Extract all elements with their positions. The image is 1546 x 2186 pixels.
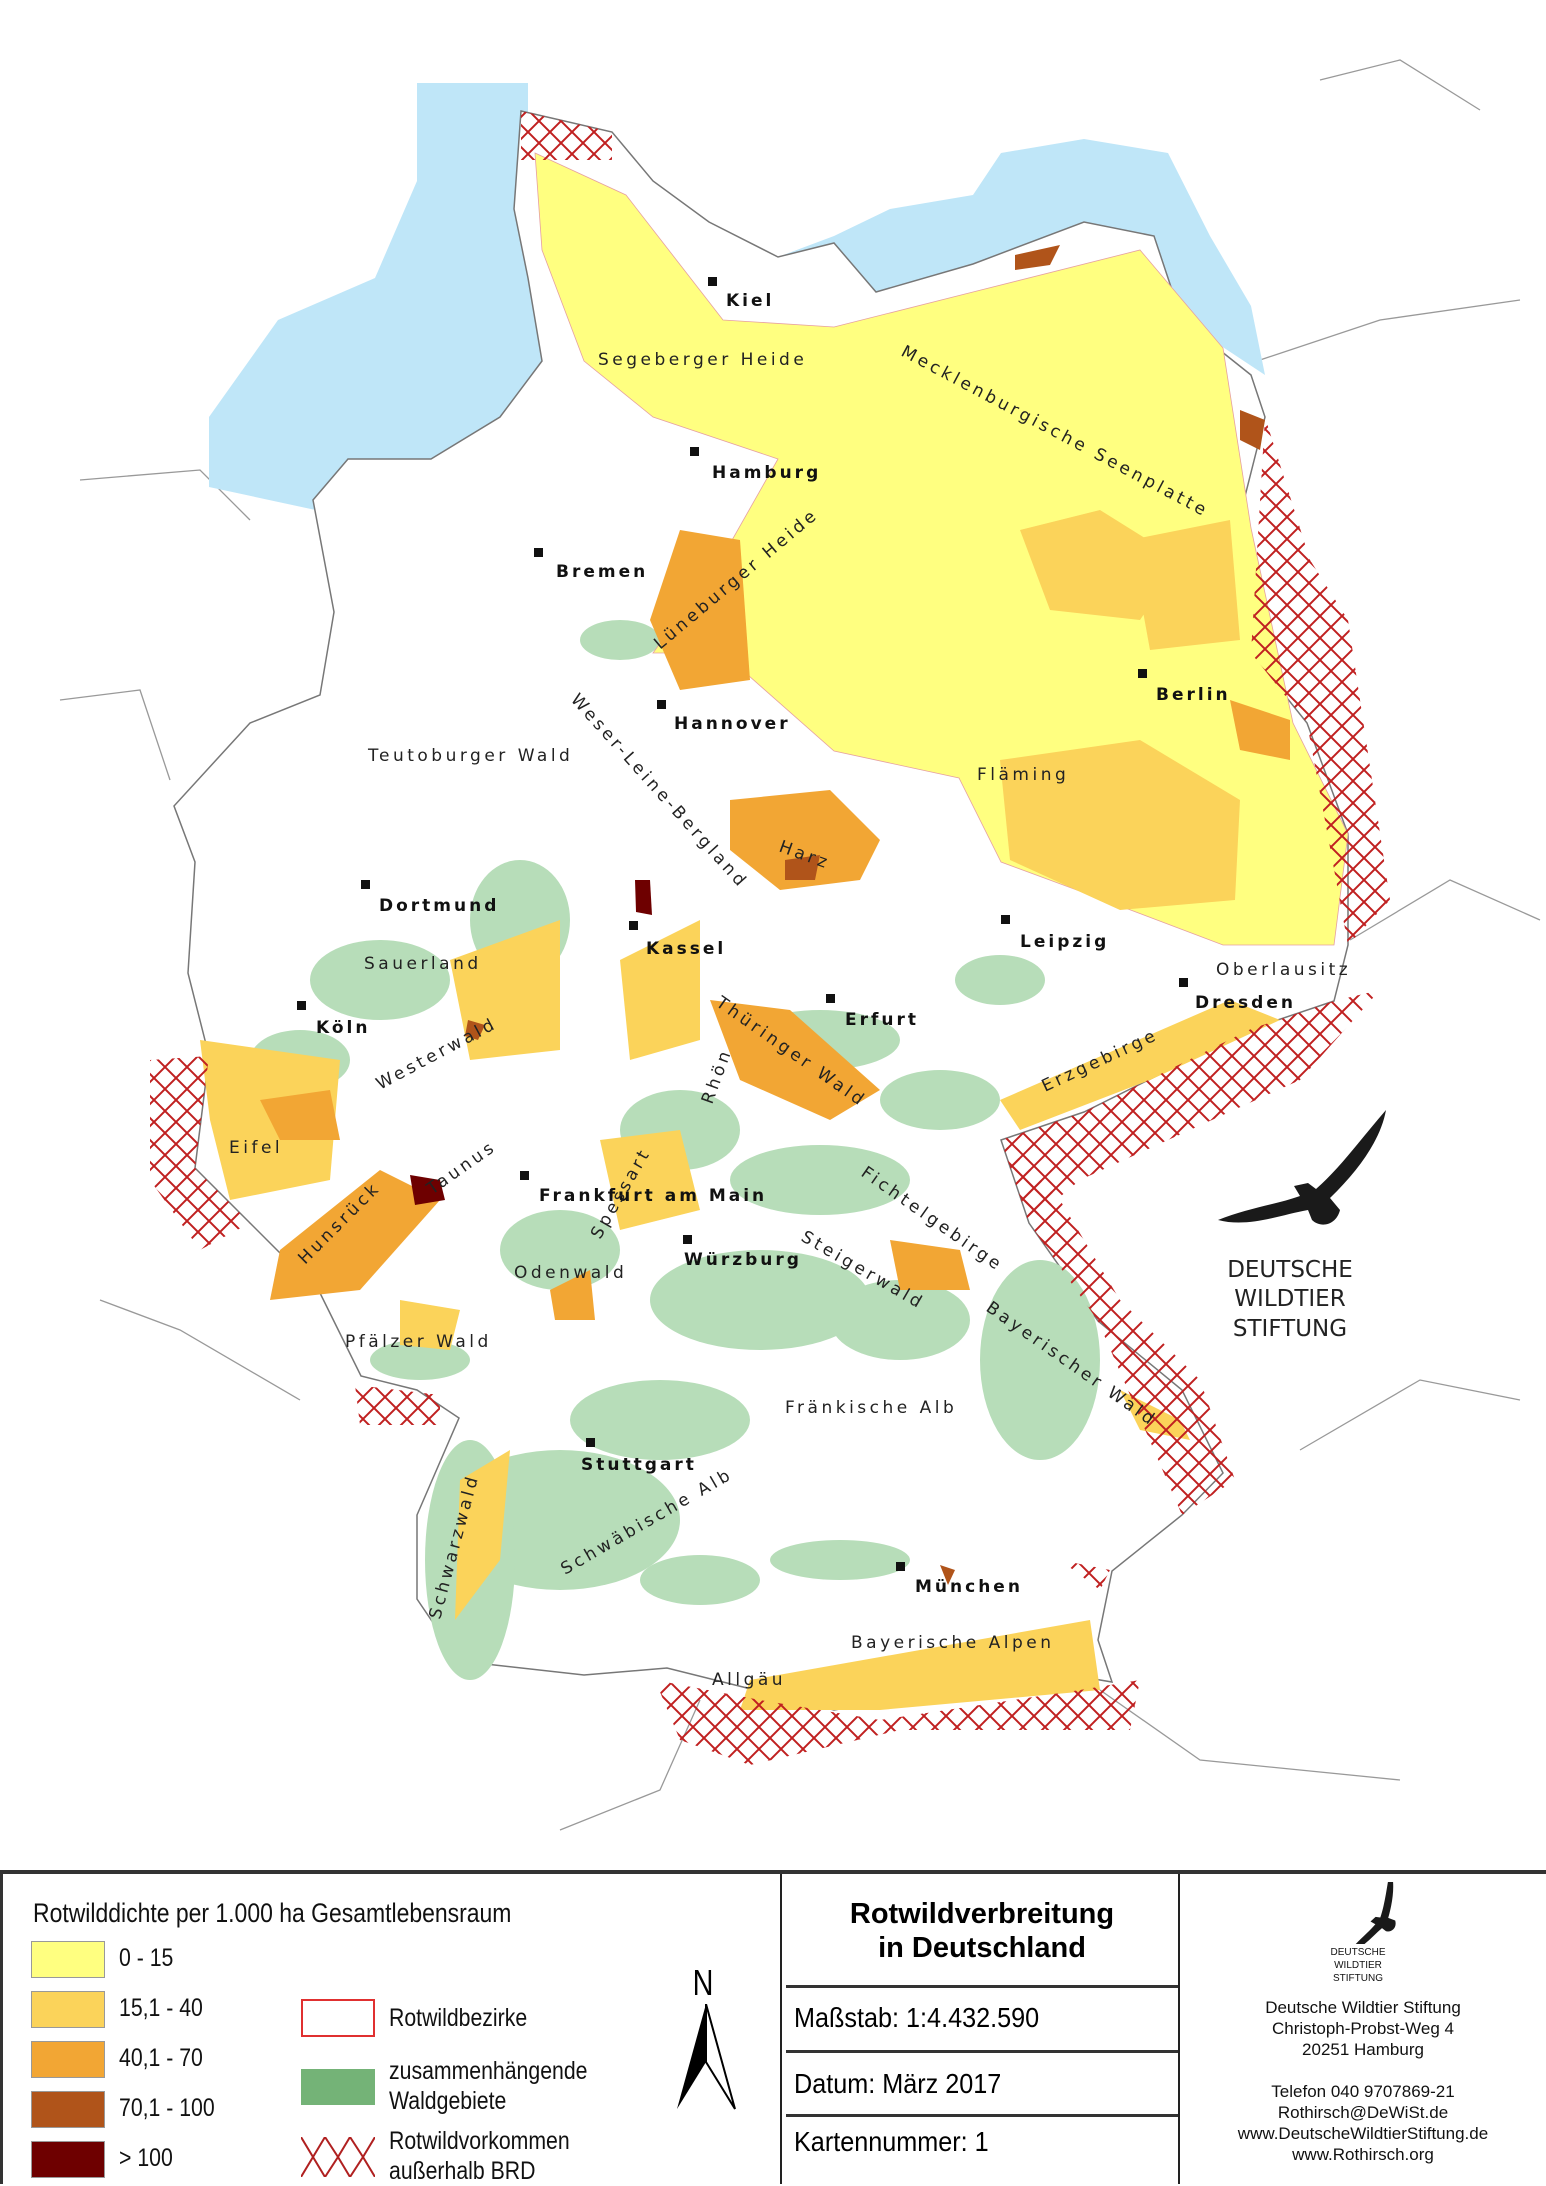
city-label-frankfurt: Frankfurt am Main [539,1186,767,1206]
city-label-dresden: Dresden [1195,993,1296,1013]
density-areas-70-100 [465,245,1265,1585]
title-block: Rotwildverbreitung in Deutschland Maßsta… [780,1874,1180,2184]
swatch-70-100 [31,2091,105,2128]
city-label-kassel: Kassel [646,939,726,959]
north-label: N [692,1962,714,2003]
city-label-erfurt: Erfurt [845,1010,919,1030]
map: Kiel Hamburg Bremen Hannover Berlin Dort… [59,59,1541,1831]
publisher-website[interactable]: www.Rothirsch.org [1292,2145,1434,2164]
city-label-koeln: Köln [316,1018,370,1038]
districts-label: Rotwildbezirke [389,2004,528,2032]
density-areas-gt-100 [410,880,652,1205]
publisher-email[interactable]: Rothirsch@DeWiSt.de [1277,2103,1449,2122]
neighbor-borders [59,59,1541,1831]
forest-swatch [301,2069,375,2105]
logo-text-line: STIFTUNG [1233,1316,1347,1342]
region-label: Allgäu [712,1670,786,1690]
city-label-dortmund: Dortmund [379,896,499,916]
region-label: Segeberger Heide [598,350,807,370]
forest-label: zusammenhängende [389,2057,588,2085]
swatch-gt-100 [31,2141,105,2178]
legend-class-label: 40,1 - 70 [119,2044,203,2072]
hatch-swatch [301,2137,375,2177]
region-label: Fränkische Alb [785,1398,957,1418]
city-markers [297,277,1188,1571]
publisher-website[interactable]: www.DeutscheWildtierStiftung.de [1237,2124,1489,2143]
eagle-logo-icon [1218,1110,1386,1225]
forest-label: Waldgebiete [389,2087,507,2115]
legend-class-label: 15,1 - 40 [119,1994,203,2022]
legend-class-label: 0 - 15 [119,1944,174,1972]
outside-label: Rotwildvorkommen [389,2127,570,2155]
publisher-name: Deutsche Wildtier Stiftung [1265,1998,1461,2017]
north-sea [209,83,542,514]
region-label: Oberlausitz [1216,960,1351,980]
publisher-phone: Telefon 040 9707869-21 [1271,2082,1455,2101]
region-label: Odenwald [514,1263,627,1283]
swatch-0-15 [31,1941,105,1978]
divider [786,2050,1178,2053]
city-label-hamburg: Hamburg [712,463,821,483]
density-areas-15-40 [200,510,1280,1710]
district-swatch [301,1999,375,2037]
city-label-wuerzburg: Würzburg [684,1250,802,1270]
map-title: Rotwildverbreitung [849,1898,1115,1930]
city-label-leipzig: Leipzig [1020,932,1109,952]
legend-class-label: > 100 [119,2144,173,2172]
city-label-berlin: Berlin [1156,685,1231,705]
scale-text: Maßstab: 1:4.432.590 [794,2002,1040,2033]
density-areas-40-70 [260,530,1290,1320]
region-label: Fläming [977,765,1069,785]
logo-text-line: STIFTUNG [1333,1973,1383,1984]
city-label-hannover: Hannover [674,714,791,734]
north-arrow-icon [677,2004,736,2110]
region-label: Eifel [229,1138,283,1158]
region-label: Pfälzer Wald [345,1332,492,1352]
outside-label: außerhalb BRD [389,2157,536,2185]
city-label-stuttgart: Stuttgart [581,1455,697,1475]
publisher-city: 20251 Hamburg [1302,2040,1424,2059]
logo-text-line: WILDTIER [1234,1286,1345,1312]
region-label: Teutoburger Wald [367,746,573,766]
legend-title: Rotwilddichte per 1.000 ha Gesamtlebensr… [33,1898,512,1928]
red-deer-outside-germany [150,111,1390,1765]
legend-panel: Rotwilddichte per 1.000 ha Gesamtlebensr… [0,1870,1546,2185]
map-title: in Deutschland [878,1932,1086,1964]
logo-text-line: DEUTSCHE [1227,1257,1353,1283]
map-number-text: Kartennummer: 1 [794,2126,989,2157]
city-label-muenchen: München [915,1577,1023,1597]
region-label: Bayerische Alpen [851,1633,1055,1653]
logo-text-line: DEUTSCHE [1330,1947,1386,1958]
divider [786,2114,1178,2117]
publisher-block: DEUTSCHE WILDTIER STIFTUNG Deutsche Wild… [1180,1874,1546,2184]
swatch-40-70 [31,2041,105,2078]
eagle-logo-icon [1347,1882,1396,1944]
baltic-sea [778,139,1265,375]
city-label-kiel: Kiel [726,291,774,311]
legend-class-label: 70,1 - 100 [119,2094,215,2122]
logo-text-line: WILDTIER [1334,1960,1382,1971]
date-text: Datum: März 2017 [794,2068,1002,2099]
region-label: Sauerland [364,954,482,974]
forest-areas [250,620,1160,1680]
swatch-15-40 [31,1991,105,2028]
publisher-street: Christoph-Probst-Weg 4 [1271,2019,1455,2038]
city-label-bremen: Bremen [556,562,648,582]
density-legend: Rotwilddichte per 1.000 ha Gesamtlebensr… [0,1874,780,2185]
divider [786,1985,1178,1988]
